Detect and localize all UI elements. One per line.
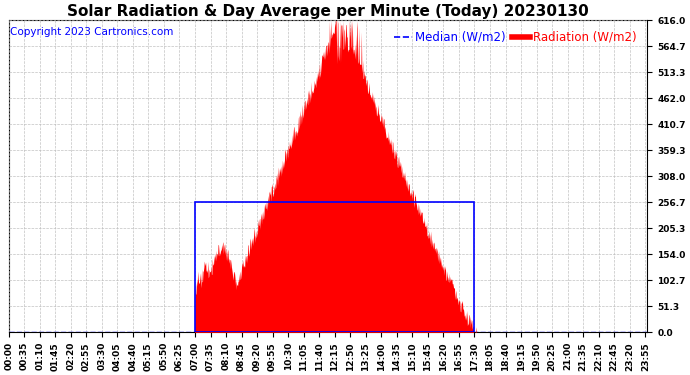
Legend: Median (W/m2), Radiation (W/m2): Median (W/m2), Radiation (W/m2) [389,26,642,49]
Bar [195,202,475,332]
Text: Copyright 2023 Cartronics.com: Copyright 2023 Cartronics.com [10,27,173,37]
Title: Solar Radiation & Day Average per Minute (Today) 20230130: Solar Radiation & Day Average per Minute… [67,4,589,19]
